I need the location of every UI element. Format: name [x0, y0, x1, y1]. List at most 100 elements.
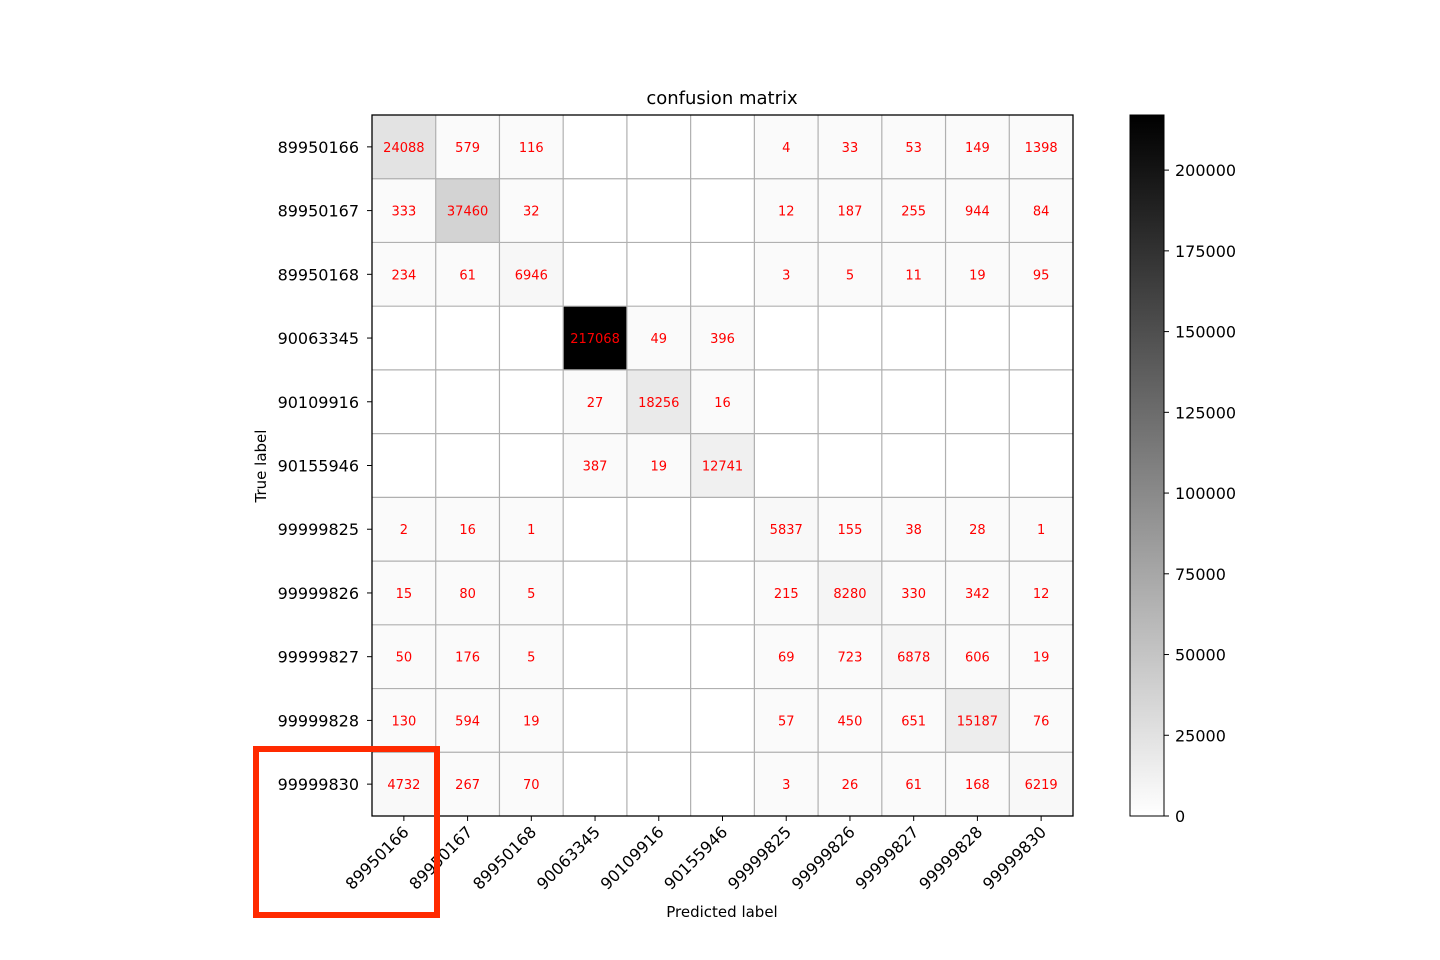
matrix-cell: [563, 115, 627, 179]
matrix-cell: [499, 752, 564, 816]
cell-value-label: 387: [583, 460, 608, 475]
matrix-cell: [372, 561, 436, 625]
y-tick-label: 89950166: [278, 138, 359, 157]
cell-value-label: 12: [778, 205, 795, 220]
matrix-cell: [1009, 624, 1073, 689]
cell-value-label: 19: [650, 460, 667, 475]
cell-value-label: 57: [778, 714, 795, 729]
cell-value-label: 50: [396, 651, 413, 666]
matrix-cell: [690, 306, 755, 370]
matrix-cell: [690, 433, 755, 498]
cell-value-label: 396: [710, 332, 735, 347]
y-axis-label: True label: [252, 430, 270, 504]
matrix-cell: [626, 624, 691, 689]
matrix-cell: [690, 497, 755, 562]
matrix-cell: [818, 752, 882, 816]
cell-value-label: 16: [459, 523, 476, 538]
matrix-cell: [754, 624, 819, 689]
matrix-cell: [881, 433, 946, 498]
matrix-cell: [563, 497, 627, 562]
matrix-cell: [818, 115, 882, 179]
cell-value-label: 15187: [957, 714, 998, 729]
x-tick-label: 90155946: [660, 822, 731, 893]
matrix-cell: [945, 624, 1010, 689]
x-tick-label: 99999827: [851, 822, 922, 893]
matrix-cell: [499, 242, 564, 307]
matrix-cell: [945, 497, 1010, 562]
cell-value-label: 342: [965, 587, 990, 602]
y-tick-label: 99999830: [278, 775, 359, 794]
matrix-cell: [626, 561, 691, 625]
y-tick-label: 89950168: [278, 265, 359, 284]
matrix-cell: [690, 752, 755, 816]
cell-value-label: 8280: [833, 587, 866, 602]
cell-value-label: 130: [391, 714, 416, 729]
matrix-cells: [372, 115, 1073, 816]
matrix-cell: [881, 242, 946, 307]
matrix-cell: [563, 688, 627, 753]
matrix-cell: [626, 497, 691, 562]
matrix-cell: [563, 433, 627, 498]
matrix-cell: [499, 433, 564, 498]
matrix-cell: [563, 242, 627, 307]
cell-value-label: 450: [838, 714, 863, 729]
matrix-cell: [435, 624, 500, 689]
matrix-cell: [499, 688, 564, 753]
matrix-cell: [881, 624, 946, 689]
cell-value-label: 12741: [702, 460, 743, 475]
matrix-cell: [945, 115, 1010, 179]
matrix-cell: [435, 561, 500, 625]
matrix-cell: [1009, 306, 1073, 370]
matrix-cell: [499, 115, 564, 179]
y-tick-label: 89950167: [278, 202, 359, 221]
matrix-cell: [881, 115, 946, 179]
matrix-cell: [435, 688, 500, 753]
y-tick-labels: 89950166 89950167 89950168 90063345 90109916…: [278, 138, 372, 794]
matrix-cell: [754, 178, 819, 243]
matrix-cell: [690, 178, 755, 243]
colorbar-tick-label: 50000: [1175, 646, 1226, 665]
cell-value-label: 16: [714, 396, 731, 411]
matrix-cell: [754, 752, 819, 816]
y-tick-label: 99999828: [278, 711, 359, 730]
matrix-cell: [818, 688, 882, 753]
cell-value-label: 5: [846, 268, 854, 283]
cell-value-label: 1: [1037, 523, 1045, 538]
cell-value-label: 61: [459, 268, 476, 283]
cell-value-label: 215: [774, 587, 799, 602]
matrix-cell: [754, 561, 819, 625]
colorbar-tick-label: 75000: [1175, 565, 1226, 584]
cell-value-label: 5837: [770, 523, 803, 538]
matrix-cell: [818, 433, 882, 498]
cell-value-label: 594: [455, 714, 480, 729]
cell-value-label: 944: [965, 205, 990, 220]
matrix-cell: [372, 369, 436, 434]
matrix-cell: [435, 433, 500, 498]
matrix-cell: [499, 561, 564, 625]
matrix-cell: [372, 433, 436, 498]
cell-value-label: 6946: [515, 268, 548, 283]
matrix-cell: [818, 178, 882, 243]
cell-value-label: 723: [838, 651, 863, 666]
matrix-cell: [1009, 688, 1073, 753]
matrix-cell: [754, 433, 819, 498]
cell-value-label: 69: [778, 651, 795, 666]
x-tick-label: 89950166: [342, 822, 413, 893]
matrix-cell: [881, 752, 946, 816]
cell-value-label: 6219: [1025, 778, 1058, 793]
cell-value-label: 80: [459, 587, 476, 602]
cell-value-label: 15: [396, 587, 413, 602]
matrix-cell: [754, 306, 819, 370]
matrix-cell: [626, 306, 691, 370]
cell-value-label: 651: [901, 714, 926, 729]
cell-value-label: 4732: [387, 778, 420, 793]
matrix-cell: [626, 433, 691, 498]
matrix-cell: [818, 624, 882, 689]
matrix-cell: [1009, 752, 1073, 816]
cell-value-label: 116: [519, 141, 544, 156]
matrix-cell: [818, 242, 882, 307]
matrix-cell: [372, 624, 436, 689]
matrix-cell: [881, 306, 946, 370]
cell-value-label: 5: [527, 587, 535, 602]
matrix-cell: [945, 178, 1010, 243]
